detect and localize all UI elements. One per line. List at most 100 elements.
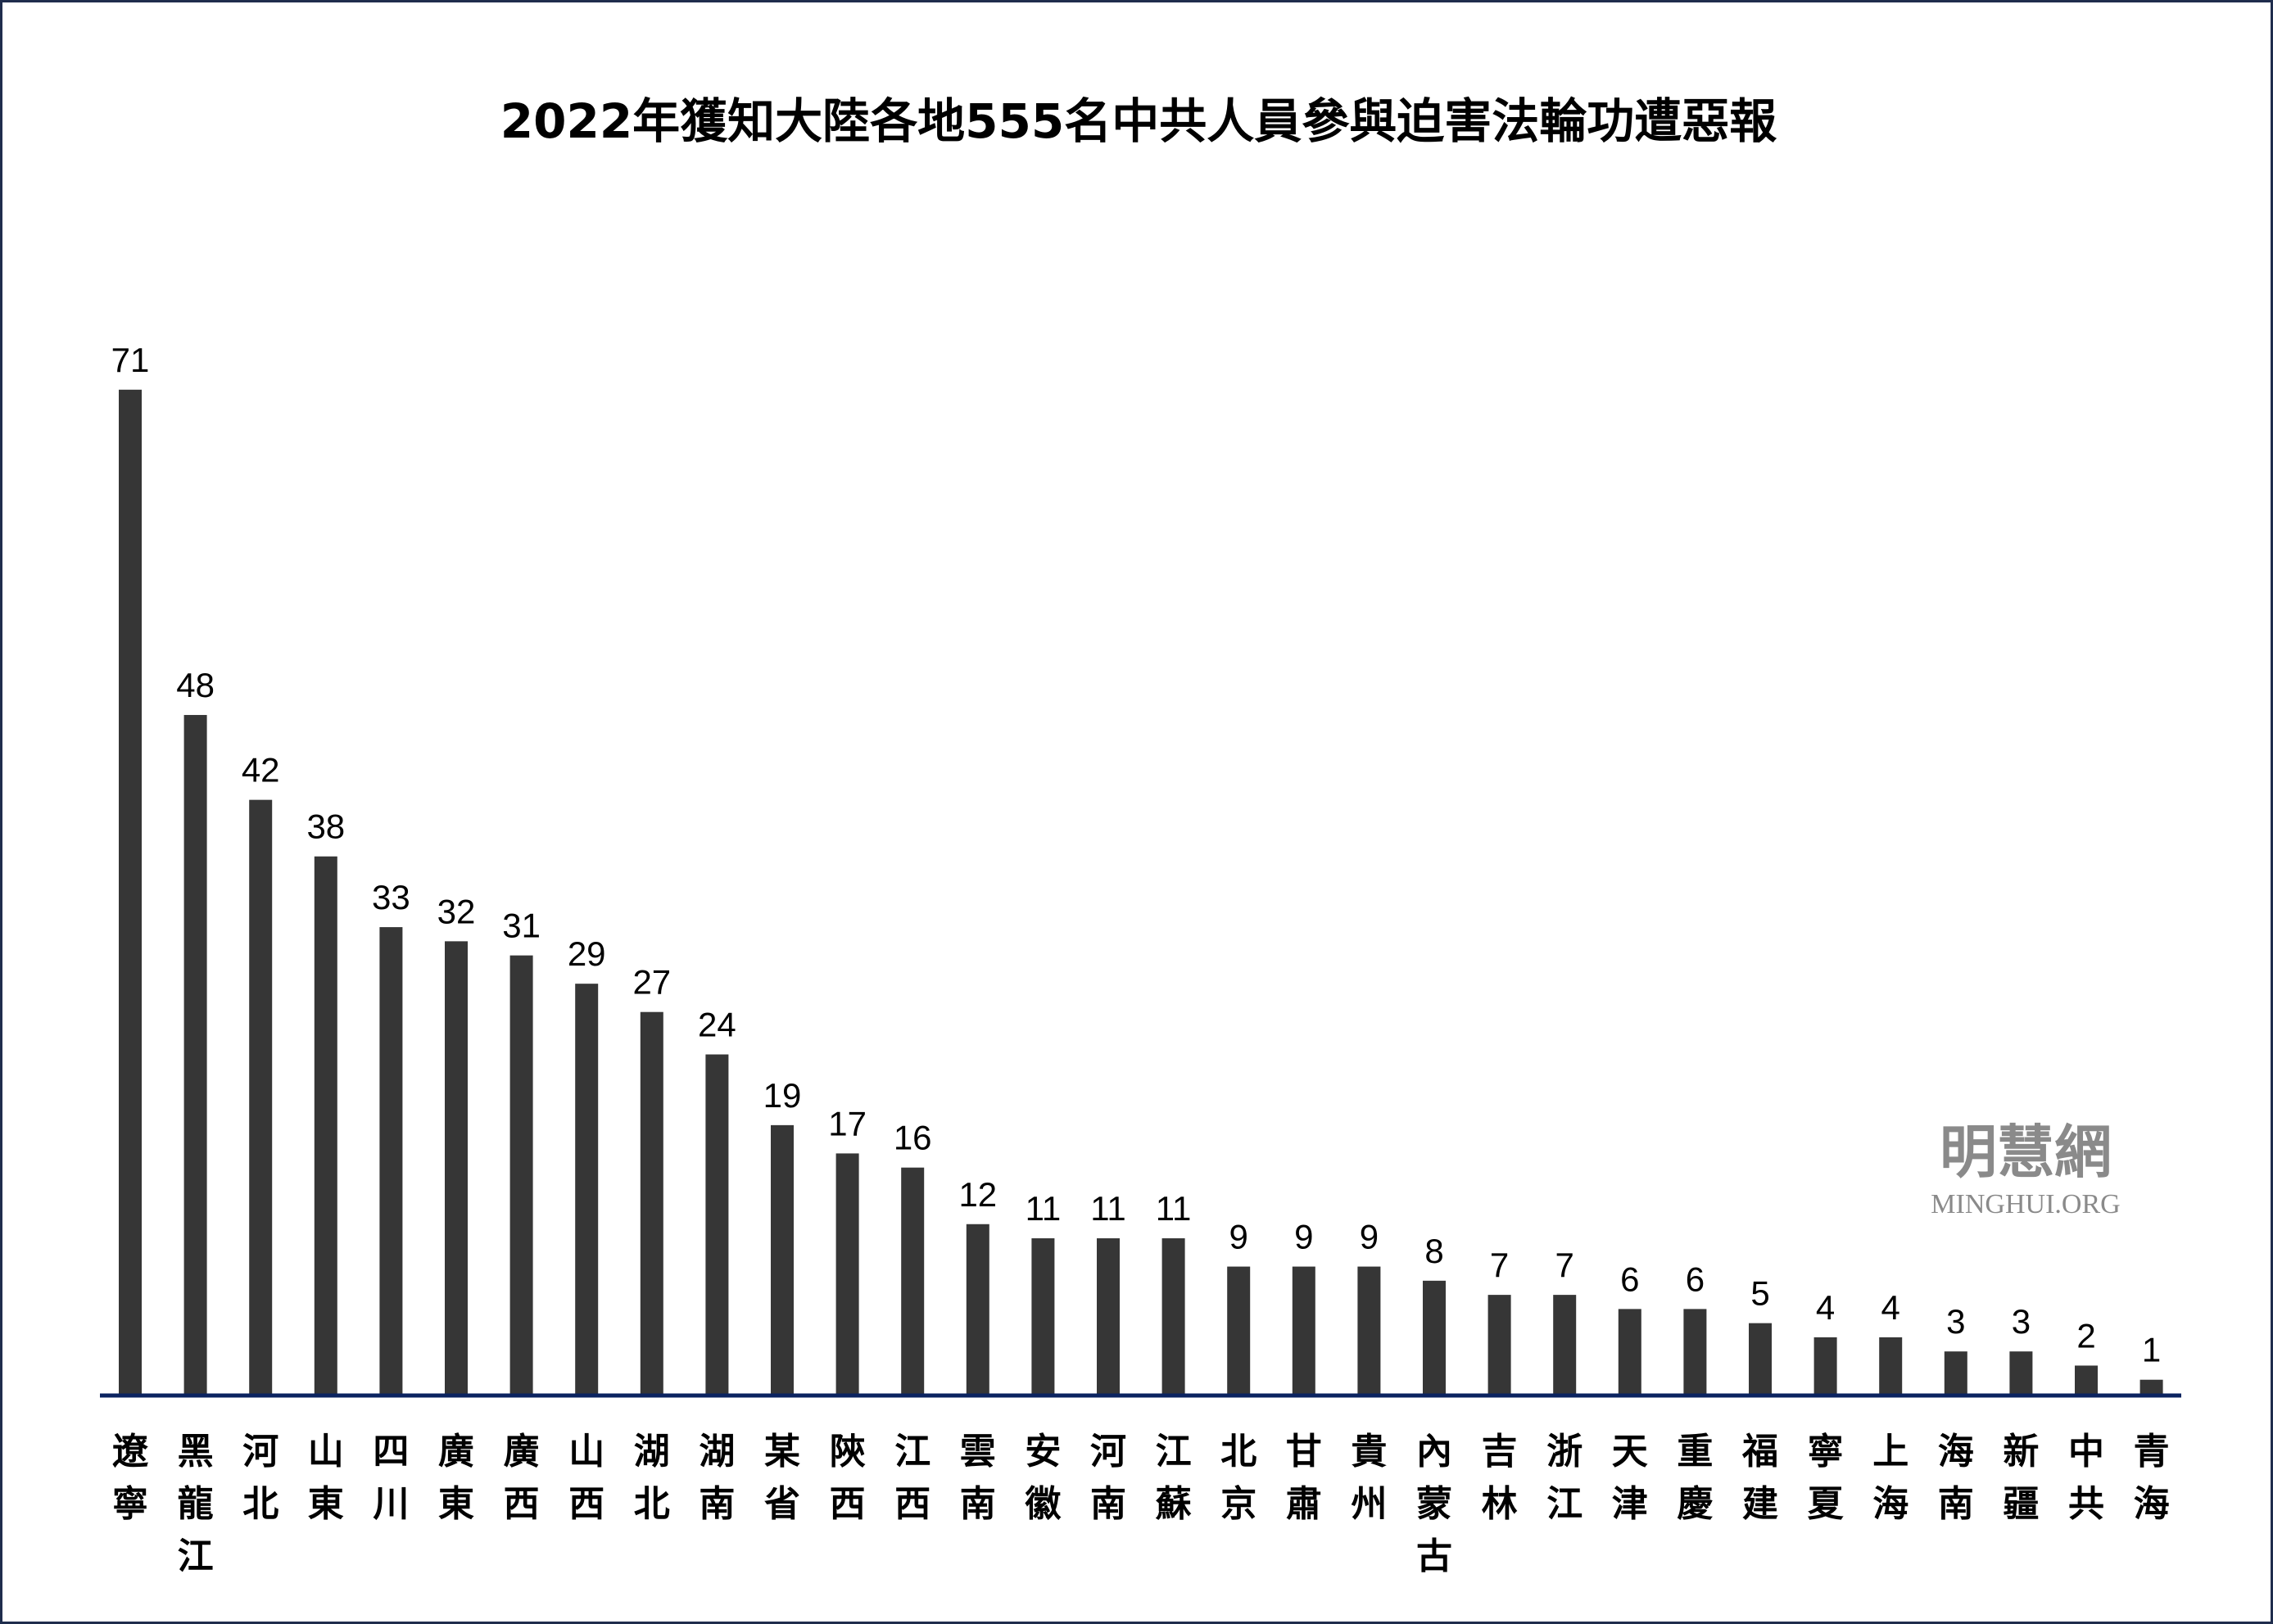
bar-4 [379,927,403,1394]
data-label: 19 [763,1076,802,1115]
data-label: 3 [1946,1302,1965,1341]
category-label: 浙江 [1546,1431,1582,1525]
category-label: 內蒙古 [1416,1431,1452,1577]
category-label: 某省 [764,1431,800,1525]
category-label: 甘肅 [1286,1431,1322,1525]
bar-8 [640,1011,663,1394]
data-label: 4 [1816,1288,1835,1327]
category-label: 廣東 [438,1431,474,1525]
category-label: 青海 [2134,1431,2170,1525]
category-label: 重慶 [1677,1431,1713,1525]
category-label: 雲南 [960,1431,996,1525]
data-label: 12 [958,1175,997,1214]
bar-31 [2139,1379,2163,1394]
category-label: 河南 [1090,1431,1126,1525]
bar-21 [1487,1295,1511,1394]
bar-5 [445,941,468,1394]
bar-25 [1749,1323,1772,1394]
bar-10 [771,1124,794,1394]
bar-27 [1879,1337,1903,1394]
data-label: 8 [1424,1232,1443,1270]
bar-15 [1097,1238,1120,1394]
bar-18 [1292,1266,1315,1394]
bar-1 [183,715,207,1394]
bar-12 [901,1167,925,1394]
data-label: 48 [176,666,215,704]
bar-11 [835,1153,859,1394]
bar-22 [1553,1295,1577,1394]
data-label: 9 [1360,1218,1379,1256]
bar-17 [1227,1266,1251,1394]
bar-29 [2009,1351,2033,1394]
bar-20 [1423,1280,1446,1394]
category-label: 陝西 [830,1431,866,1525]
data-label: 9 [1229,1218,1248,1256]
data-label: 6 [1686,1260,1705,1298]
bar-28 [1944,1351,1967,1394]
data-label: 42 [242,751,280,789]
data-label: 24 [698,1006,736,1044]
data-label: 29 [568,934,606,973]
category-label: 四川 [373,1431,409,1525]
bar-14 [1031,1238,1055,1394]
data-label: 11 [1156,1189,1192,1228]
data-label: 31 [502,907,541,945]
category-label: 北京 [1220,1431,1256,1525]
category-label: 湖南 [699,1431,735,1525]
data-label: 11 [1026,1189,1062,1228]
bar-19 [1357,1266,1381,1394]
category-label: 海南 [1938,1431,1974,1525]
category-label: 江西 [894,1431,930,1525]
watermark-chinese: 明慧網 [1940,1118,2112,1186]
chart-title: 2022年獲知大陸各地555名中共人員參與迫害法輪功遭惡報 [500,93,1777,149]
data-label: 9 [1294,1218,1313,1256]
bar-26 [1813,1337,1837,1394]
bar-0 [119,389,142,1395]
bar-30 [2075,1365,2098,1394]
bar-24 [1683,1309,1707,1394]
data-label: 5 [1750,1274,1769,1313]
category-label: 寧夏 [1808,1431,1845,1525]
bar-3 [314,856,337,1394]
watermark-latin: MINGHUI.ORG [1931,1189,2120,1219]
data-label: 3 [2012,1302,2031,1341]
category-label: 山西 [568,1431,604,1525]
bar-9 [705,1054,729,1394]
category-label: 貴州 [1351,1431,1387,1525]
category-label: 福建 [1741,1431,1778,1525]
bar-6 [509,955,533,1394]
data-label: 7 [1555,1246,1574,1284]
category-label: 上海 [1872,1431,1909,1525]
category-label: 新疆 [2003,1431,2039,1525]
category-label: 吉林 [1482,1431,1518,1525]
data-label: 2 [2076,1316,2095,1355]
data-label: 71 [111,341,150,379]
data-label: 17 [828,1104,867,1142]
data-label: 32 [437,892,476,930]
category-label: 安徽 [1024,1431,1062,1525]
data-label: 11 [1090,1189,1126,1228]
bar-13 [966,1224,989,1394]
bar-2 [249,799,273,1394]
category-label: 湖北 [634,1431,670,1525]
bar-16 [1161,1238,1185,1394]
category-label: 遼寧 [112,1431,149,1525]
category-label: 廣西 [504,1431,540,1525]
category-label: 天津 [1612,1431,1648,1525]
data-label: 16 [894,1119,932,1157]
data-label: 4 [1881,1288,1900,1327]
bar-7 [575,984,599,1394]
bar-23 [1618,1309,1641,1394]
category-label: 黑龍江 [178,1431,214,1577]
data-label: 7 [1490,1246,1509,1284]
category-label: 河北 [242,1431,278,1525]
data-label: 38 [306,807,345,846]
category-label: 江蘇 [1156,1431,1192,1525]
data-label: 33 [372,878,410,916]
data-label: 6 [1620,1260,1639,1298]
data-label: 27 [632,963,671,1002]
category-label: 山東 [308,1431,344,1525]
category-label: 中共 [2068,1431,2104,1525]
